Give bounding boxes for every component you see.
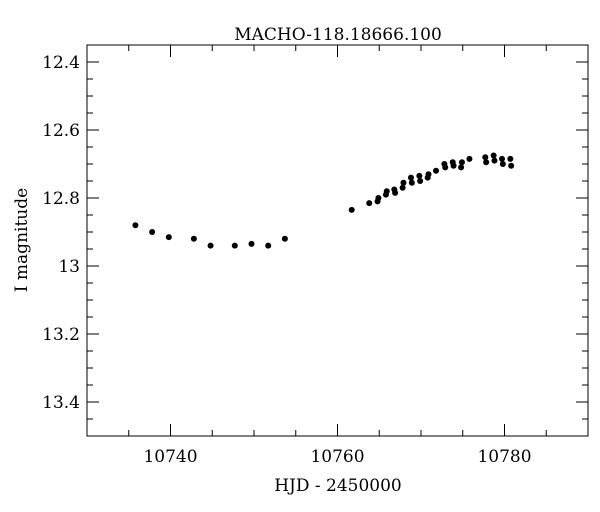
y-tick-label: 12.4 (42, 53, 80, 73)
data-point (383, 188, 390, 195)
data-point (366, 200, 373, 207)
data-point (348, 206, 355, 213)
data-point (466, 155, 473, 162)
axis-ticks (87, 45, 588, 436)
data-point (231, 242, 238, 249)
plot-frame (86, 44, 589, 437)
data-point (149, 229, 156, 235)
x-axis-label: HJD - 2450000 (274, 476, 402, 496)
data-point (400, 179, 407, 186)
data-point (458, 164, 465, 171)
data-point (207, 242, 214, 249)
data-point (265, 242, 272, 249)
y-tick-label: 12.6 (42, 121, 80, 141)
data-point (507, 155, 514, 162)
data-point (416, 172, 423, 179)
y-tick-label: 13.4 (42, 393, 80, 413)
data-point (392, 189, 399, 196)
chart-title: MACHO-118.18666.100 (234, 25, 442, 45)
data-point (132, 222, 139, 229)
y-axis-label: I magnitude (12, 188, 32, 292)
y-tick-label: 13 (58, 257, 80, 277)
data-point (425, 171, 432, 178)
data-point (399, 184, 406, 191)
data-points (132, 152, 515, 249)
data-point (407, 174, 414, 181)
x-tick-label: 10740 (143, 447, 197, 467)
data-point (165, 234, 172, 241)
data-point (190, 235, 197, 242)
data-point (442, 164, 449, 171)
data-point (375, 195, 382, 201)
data-point (491, 157, 498, 164)
data-point (490, 152, 497, 159)
x-tick-label: 10780 (477, 447, 531, 467)
data-point (450, 162, 457, 169)
y-tick-label: 13.2 (42, 325, 80, 345)
data-point (433, 167, 440, 174)
x-tick-label: 10760 (310, 447, 364, 467)
data-point (483, 159, 490, 166)
data-point (417, 178, 424, 184)
data-point (458, 159, 465, 166)
data-point (408, 179, 415, 186)
data-point (248, 240, 255, 247)
data-point (482, 154, 489, 161)
y-tick-label: 12.8 (42, 189, 80, 209)
data-point (508, 162, 515, 169)
data-point (499, 161, 506, 167)
data-point (498, 155, 505, 162)
data-point (281, 235, 288, 242)
axis-tick-labels: 10740 10760 10780 12.4 12.6 12.8 13 13.2 13.4 (42, 53, 531, 467)
